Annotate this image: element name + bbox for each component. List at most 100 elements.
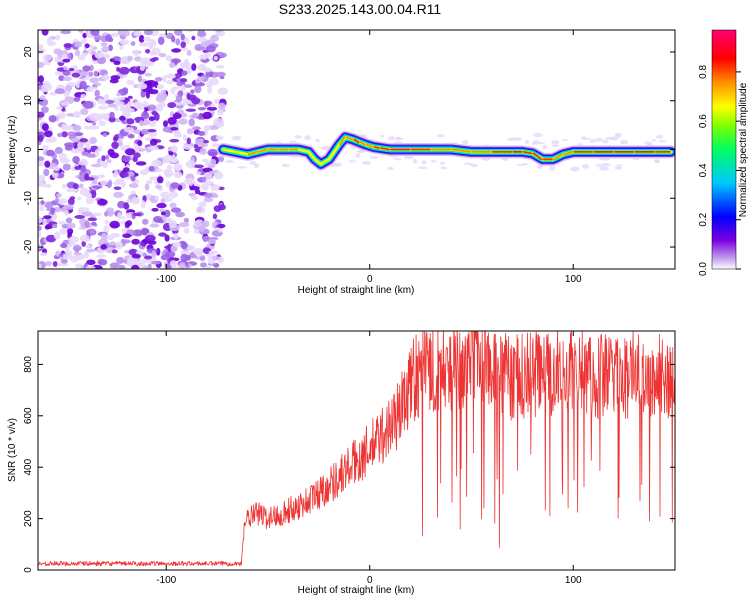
noise-speckle bbox=[73, 252, 82, 256]
noise-speckle bbox=[96, 254, 107, 258]
noise-speckle bbox=[133, 101, 143, 110]
ridge-halo-speckle bbox=[550, 144, 560, 147]
noise-speckle bbox=[58, 75, 65, 81]
noise-speckle bbox=[203, 140, 210, 144]
noise-speckle bbox=[140, 169, 148, 176]
noise-speckle bbox=[61, 183, 67, 189]
noise-speckle bbox=[149, 176, 159, 181]
noise-speckle bbox=[116, 97, 126, 101]
noise-speckle bbox=[105, 207, 115, 213]
noise-speckle bbox=[38, 156, 45, 162]
noise-speckle bbox=[106, 183, 111, 189]
noise-speckle bbox=[139, 262, 146, 267]
noise-speckle bbox=[168, 220, 177, 228]
noise-speckle bbox=[202, 235, 211, 242]
ridge-halo-speckle bbox=[601, 139, 609, 144]
ridge-halo-speckle bbox=[576, 143, 584, 146]
noise-speckle bbox=[38, 111, 45, 118]
noise-speckle bbox=[135, 161, 147, 166]
noise-speckle bbox=[206, 81, 213, 88]
noise-speckle bbox=[137, 75, 143, 83]
noise-speckle bbox=[108, 44, 113, 52]
noise-speckle bbox=[118, 66, 130, 75]
noise-speckle bbox=[109, 152, 119, 159]
noise-speckle bbox=[215, 135, 224, 141]
noise-speckle bbox=[73, 96, 81, 102]
noise-speckle bbox=[114, 169, 119, 178]
noise-speckle bbox=[85, 244, 91, 249]
ridge-halo-speckle bbox=[395, 136, 402, 141]
noise-speckle bbox=[59, 157, 71, 164]
ridge-halo-speckle bbox=[249, 161, 257, 165]
noise-speckle bbox=[137, 83, 148, 90]
noise-speckle bbox=[65, 188, 77, 193]
noise-speckle bbox=[195, 219, 203, 223]
noise-speckle bbox=[60, 50, 68, 55]
ridge-halo-speckle bbox=[516, 163, 526, 166]
noise-speckle bbox=[102, 132, 108, 138]
noise-speckle bbox=[90, 50, 96, 55]
ridge-halo-speckle bbox=[605, 136, 611, 140]
noise-speckle bbox=[217, 87, 229, 96]
noise-speckle bbox=[156, 219, 164, 223]
bottom-y-tick-label: 600 bbox=[23, 407, 34, 424]
noise-speckle bbox=[54, 88, 66, 95]
noise-speckle bbox=[174, 30, 183, 36]
noise-speckle bbox=[205, 125, 210, 130]
noise-speckle bbox=[76, 196, 82, 201]
noise-speckle bbox=[112, 56, 121, 61]
ridge-halo-speckle bbox=[596, 137, 603, 142]
noise-speckle bbox=[38, 134, 44, 143]
noise-speckle bbox=[216, 64, 225, 69]
noise-speckle bbox=[186, 49, 192, 56]
top-x-ticks: -100 0 100 bbox=[156, 30, 582, 285]
heatmap-layer bbox=[38, 30, 675, 269]
noise-speckle bbox=[98, 120, 106, 127]
noise-speckle bbox=[191, 35, 196, 41]
noise-speckle bbox=[49, 91, 57, 96]
ridge-halo-speckle bbox=[653, 159, 660, 164]
noise-speckle bbox=[157, 36, 165, 45]
noise-speckle bbox=[156, 176, 164, 184]
ridge-halo-speckle bbox=[581, 164, 590, 169]
noise-speckle bbox=[62, 253, 73, 260]
noise-speckle bbox=[170, 35, 176, 43]
noise-speckle bbox=[197, 107, 207, 111]
noise-speckle bbox=[100, 42, 108, 47]
noise-speckle bbox=[163, 120, 168, 128]
noise-speckle bbox=[86, 177, 95, 181]
ridge-peak-segment bbox=[373, 146, 380, 149]
noise-speckle bbox=[198, 201, 207, 208]
noise-speckle bbox=[113, 186, 122, 190]
noise-speckle bbox=[148, 39, 157, 48]
noise-speckle bbox=[60, 259, 68, 264]
noise-speckle bbox=[155, 184, 162, 190]
noise-speckle bbox=[194, 79, 202, 84]
noise-speckle bbox=[182, 144, 193, 150]
noise-speckle bbox=[169, 202, 177, 209]
noise-speckle bbox=[74, 41, 82, 48]
noise-speckle bbox=[72, 156, 80, 164]
noise-speckle bbox=[208, 250, 218, 255]
noise-speckle bbox=[89, 64, 94, 71]
noise-speckle bbox=[210, 158, 217, 166]
noise-speckle bbox=[106, 159, 112, 164]
noise-speckle bbox=[38, 141, 42, 145]
noise-speckle bbox=[179, 47, 188, 51]
noise-speckle bbox=[87, 86, 98, 90]
noise-speckle bbox=[74, 263, 84, 269]
noise-speckle bbox=[166, 80, 174, 85]
noise-speckle bbox=[91, 121, 97, 126]
bottom-y-tick-label: 400 bbox=[23, 458, 34, 475]
noise-speckle bbox=[117, 30, 123, 36]
noise-speckle bbox=[60, 30, 72, 35]
noise-speckle bbox=[115, 178, 125, 183]
noise-speckle bbox=[57, 51, 63, 59]
ridge-halo-speckle bbox=[334, 162, 342, 167]
noise-speckle bbox=[97, 198, 108, 206]
colorbar-tick-label: 0.8 bbox=[698, 64, 709, 78]
noise-speckle bbox=[38, 263, 42, 269]
colorbar-label: Normalized spectral amplitude bbox=[738, 82, 749, 217]
bottom-x-axis-label: Height of straight line (km) bbox=[298, 585, 415, 596]
noise-speckle bbox=[185, 254, 192, 261]
